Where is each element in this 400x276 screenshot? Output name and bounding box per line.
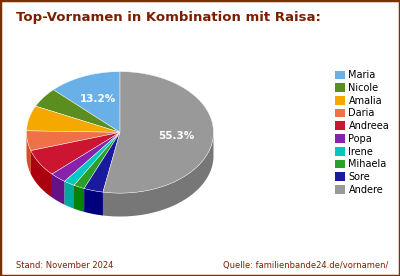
Polygon shape [26, 106, 120, 132]
Polygon shape [26, 131, 120, 151]
Polygon shape [52, 174, 64, 205]
Text: Quelle: familienbande24.de/vornamen/: Quelle: familienbande24.de/vornamen/ [223, 261, 388, 270]
Polygon shape [84, 132, 120, 192]
Polygon shape [64, 132, 120, 185]
Polygon shape [84, 189, 103, 216]
Polygon shape [64, 181, 74, 209]
Text: Stand: November 2024: Stand: November 2024 [16, 261, 113, 270]
Polygon shape [31, 132, 120, 174]
Polygon shape [36, 90, 120, 132]
Polygon shape [52, 132, 120, 181]
Text: 55.3%: 55.3% [158, 131, 194, 141]
Polygon shape [103, 131, 214, 216]
Polygon shape [74, 185, 84, 212]
Polygon shape [53, 71, 120, 132]
Text: 13.2%: 13.2% [80, 94, 116, 104]
Polygon shape [31, 151, 52, 197]
Text: Top-Vornamen in Kombination mit Raisa:: Top-Vornamen in Kombination mit Raisa: [16, 11, 321, 24]
Polygon shape [26, 131, 31, 174]
Polygon shape [103, 71, 214, 193]
Legend: Maria, Nicole, Amalia, Daria, Andreea, Popa, Irene, Mihaela, Sore, Andere: Maria, Nicole, Amalia, Daria, Andreea, P… [333, 68, 391, 197]
Polygon shape [74, 132, 120, 189]
